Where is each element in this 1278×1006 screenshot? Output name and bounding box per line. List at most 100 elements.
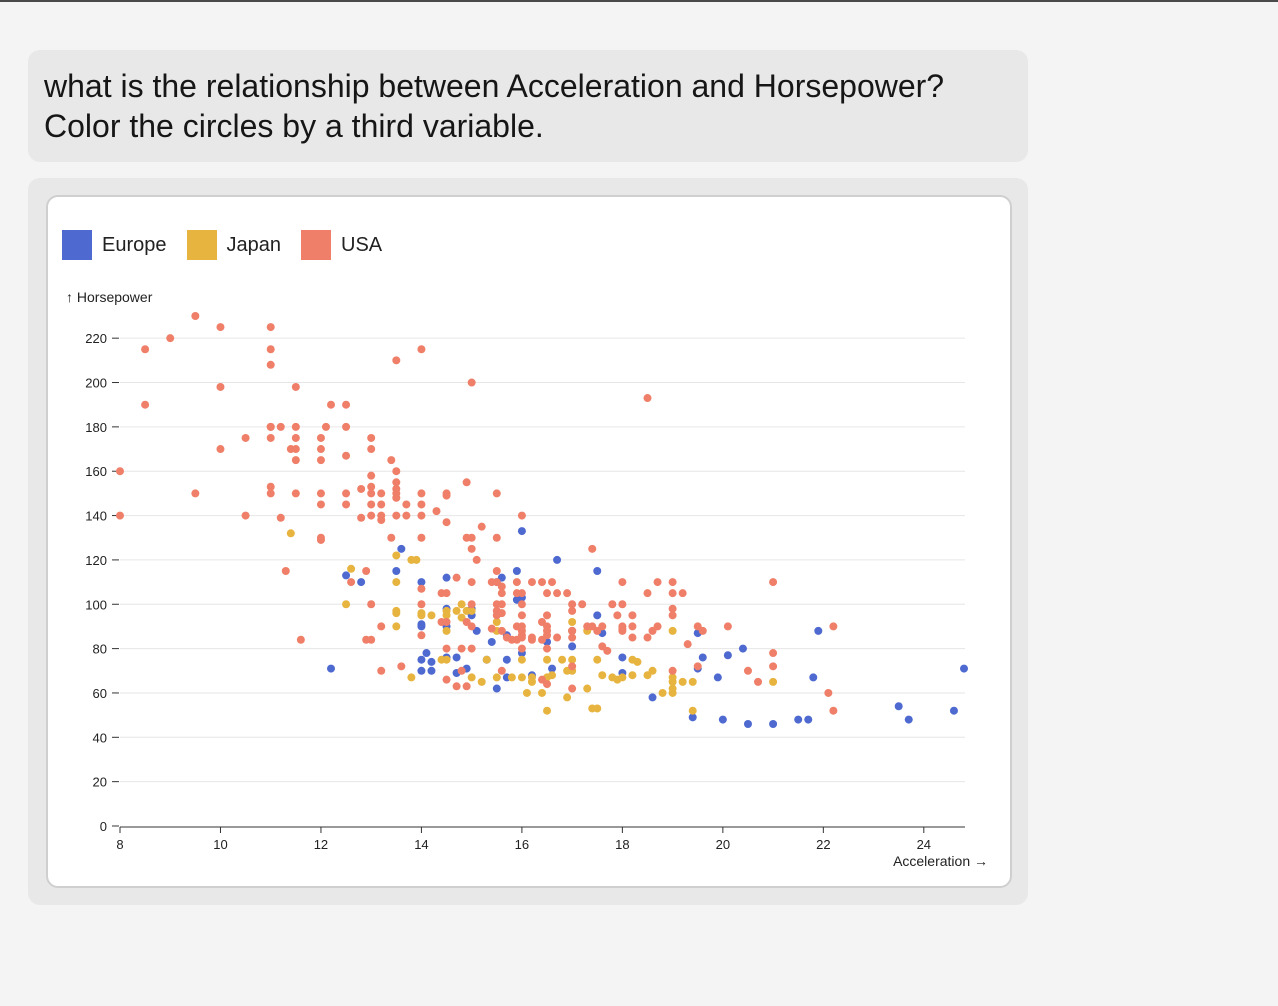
data-point-usa — [477, 522, 486, 531]
data-point-usa — [417, 600, 426, 609]
data-point-usa — [568, 684, 577, 693]
data-point-usa — [568, 633, 577, 642]
data-point-usa — [377, 666, 386, 675]
y-axis-title: ↑ Horsepower — [66, 289, 153, 305]
data-point-usa — [321, 422, 330, 431]
data-point-usa — [291, 433, 300, 442]
data-point-usa — [392, 356, 401, 365]
data-point-usa — [462, 478, 471, 487]
data-point-japan — [543, 706, 552, 715]
y-tick-label: 180 — [85, 420, 107, 435]
data-point-usa — [402, 500, 411, 509]
data-point-usa — [608, 600, 617, 609]
data-point-usa — [442, 675, 451, 684]
data-point-usa — [613, 611, 622, 620]
data-point-europe — [894, 702, 903, 711]
data-point-usa — [417, 511, 426, 520]
data-point-usa — [487, 624, 496, 633]
data-point-usa — [668, 611, 677, 620]
data-point-japan — [392, 609, 401, 618]
data-point-usa — [442, 518, 451, 527]
data-point-japan — [688, 706, 697, 715]
data-point-usa — [543, 644, 552, 653]
data-point-usa — [342, 451, 351, 460]
data-point-usa — [116, 511, 124, 520]
data-point-usa — [452, 682, 461, 691]
data-point-usa — [377, 489, 386, 498]
data-point-usa — [347, 578, 356, 587]
data-point-usa — [598, 622, 607, 631]
data-point-usa — [392, 493, 401, 502]
data-point-usa — [668, 604, 677, 613]
data-point-usa — [342, 489, 351, 498]
data-point-europe — [809, 673, 818, 682]
data-point-japan — [452, 606, 461, 615]
data-point-usa — [417, 584, 426, 593]
data-point-japan — [392, 551, 401, 560]
data-point-europe — [397, 544, 406, 553]
legend-swatch-japan — [186, 230, 217, 260]
data-point-usa — [342, 400, 351, 409]
data-point-usa — [291, 422, 300, 431]
data-point-usa — [553, 589, 562, 598]
data-point-usa — [578, 600, 587, 609]
x-tick-label: 24 — [917, 837, 931, 852]
data-point-usa — [367, 635, 376, 644]
data-point-usa — [829, 706, 838, 715]
x-tick-label: 16 — [515, 837, 529, 852]
data-point-usa — [643, 633, 652, 642]
data-point-usa — [698, 626, 707, 635]
data-point-usa — [367, 500, 376, 509]
data-point-japan — [668, 626, 677, 635]
data-point-usa — [829, 622, 838, 631]
legend-item-usa: USA — [301, 230, 382, 260]
data-point-japan — [407, 673, 416, 682]
user-prompt-text: what is the relationship between Acceler… — [44, 68, 945, 144]
data-point-usa — [618, 626, 627, 635]
data-point-usa — [472, 555, 481, 564]
legend-label-japan: Japan — [226, 233, 282, 256]
data-point-usa — [568, 626, 577, 635]
x-tick-label: 10 — [213, 837, 227, 852]
data-point-usa — [266, 482, 275, 491]
data-point-japan — [492, 618, 501, 626]
data-point-japan — [633, 657, 642, 666]
data-point-usa — [628, 611, 637, 620]
data-point-usa — [387, 533, 396, 542]
data-point-japan — [668, 684, 677, 693]
data-point-europe — [427, 657, 436, 666]
data-point-usa — [316, 489, 325, 498]
data-point-usa — [517, 589, 526, 598]
data-point-japan — [412, 555, 421, 564]
data-point-europe — [718, 715, 727, 724]
data-point-usa — [291, 445, 300, 454]
data-point-usa — [266, 422, 275, 431]
data-point-usa — [643, 589, 652, 598]
data-point-europe — [904, 715, 913, 724]
data-point-europe — [492, 684, 501, 693]
data-point-usa — [316, 535, 325, 544]
data-point-japan — [769, 677, 778, 686]
data-point-usa — [678, 589, 687, 598]
data-point-japan — [538, 688, 546, 697]
data-point-usa — [316, 456, 325, 465]
data-point-japan — [467, 606, 476, 615]
data-point-usa — [497, 589, 506, 598]
data-point-usa — [683, 640, 692, 649]
x-axis-title: Acceleration → — [893, 853, 988, 869]
data-point-usa — [517, 511, 526, 520]
legend-swatch-europe — [62, 230, 92, 260]
data-point-japan — [563, 693, 572, 702]
data-point-japan — [668, 673, 677, 682]
data-point-usa — [568, 606, 577, 615]
data-point-usa — [754, 677, 763, 686]
data-point-usa — [276, 422, 285, 431]
y-tick-label: 200 — [85, 376, 107, 391]
data-point-europe — [452, 653, 461, 662]
data-point-europe — [357, 578, 366, 587]
data-point-europe — [794, 715, 803, 724]
data-point-europe — [960, 664, 968, 673]
data-point-japan — [286, 529, 295, 538]
data-point-japan — [568, 655, 577, 664]
data-point-europe — [517, 527, 526, 536]
